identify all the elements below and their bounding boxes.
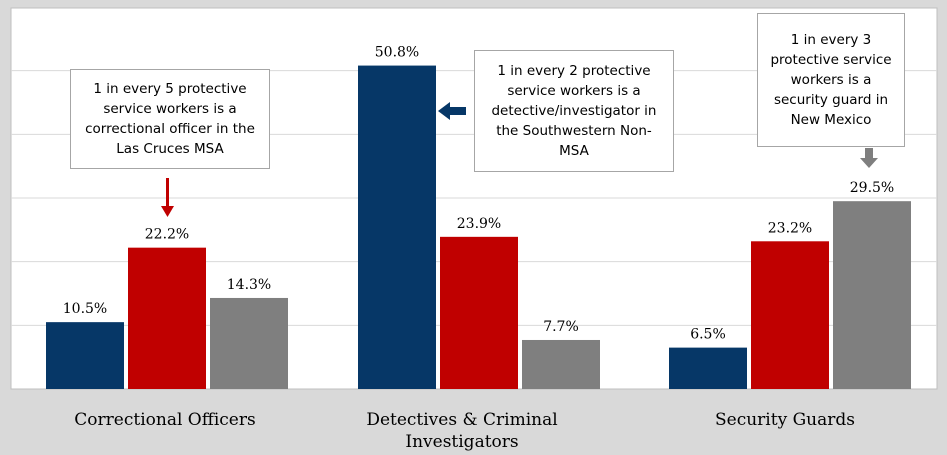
bar [751,241,829,389]
callout-arrows [161,102,878,217]
arrow-left-icon [438,102,466,120]
bar [522,339,600,389]
bar [210,297,288,389]
arrow-down-icon [166,178,169,208]
bar-value-label: 29.5% [850,180,894,196]
bar [46,322,124,389]
bar-value-label: 23.2% [768,220,812,236]
arrow-down-head-icon [161,206,174,217]
bar-value-label: 23.9% [457,216,501,232]
category-label-correctional-officers: Correctional Officers [74,410,256,430]
bars [46,65,911,389]
callout-correctional: 1 in every 5 protective service workers … [70,69,270,169]
callout-detectives: 1 in every 2 protective service workers … [474,50,674,172]
bar [833,201,911,389]
bar-value-label: 50.8% [375,45,419,61]
bar-value-label: 6.5% [690,327,726,343]
bar-value-label: 22.2% [145,227,189,243]
bar [669,347,747,389]
bar-value-label: 14.3% [227,277,271,293]
bar [440,236,518,389]
bar-value-labels: 10.5% 22.2% 14.3% 50.8% 23.9% 7.7% 6.5% 23.2% 29… [63,45,894,343]
category-label-detectives: Detectives & Criminal Investigators [366,410,558,452]
category-label-security-guards: Security Guards [715,410,855,430]
bar-value-label: 10.5% [63,301,107,317]
bar-value-label: 7.7% [543,319,579,335]
bar [128,247,206,389]
callout-security-guards: 1 in every 3 protective service workers … [757,13,905,147]
arrow-down-gray-icon [860,148,878,168]
bar [358,65,436,389]
